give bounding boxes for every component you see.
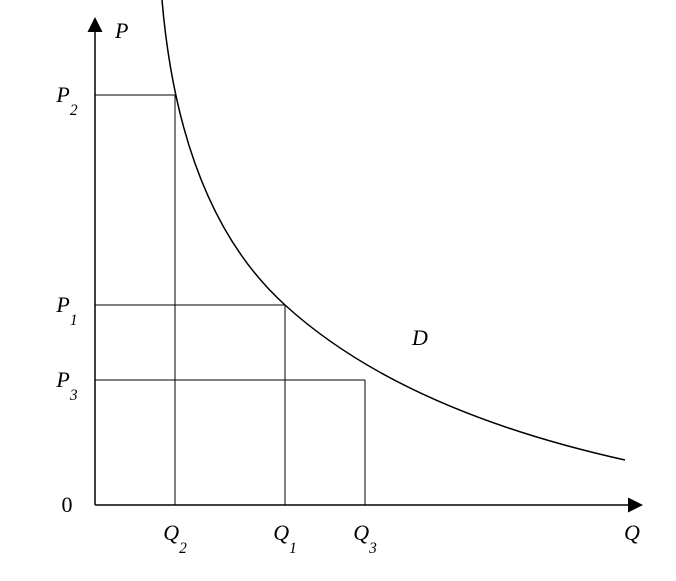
y-axis-label: P [114,18,128,43]
curve-label: D [411,325,428,350]
demand-curve-chart: P2P1P3Q2Q1Q30PQD [0,0,676,581]
chart-svg: P2P1P3Q2Q1Q30PQD [0,0,676,581]
x-axis-label: Q [624,520,640,545]
origin-label: 0 [62,492,73,517]
